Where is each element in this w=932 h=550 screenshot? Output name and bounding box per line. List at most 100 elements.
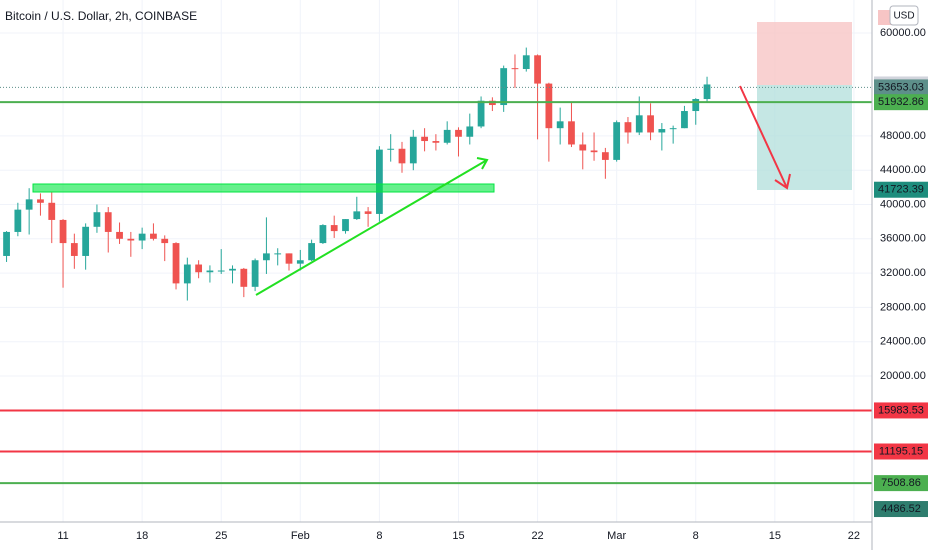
y-tick-label: 44000.00 xyxy=(880,164,926,176)
candle-body xyxy=(556,121,564,129)
price-label: 4486.52 xyxy=(881,503,921,515)
candle-body xyxy=(70,243,78,256)
price-label-box xyxy=(874,181,928,198)
x-tick-label: 8 xyxy=(376,530,382,542)
candle-body xyxy=(545,83,553,129)
candle-body xyxy=(172,243,180,284)
candle-body xyxy=(296,260,304,264)
candle-body xyxy=(703,84,711,100)
candle-body xyxy=(534,55,541,84)
x-tick-label: 11 xyxy=(57,530,68,542)
price-label-box xyxy=(874,94,928,111)
price-label-box xyxy=(874,402,928,419)
x-tick-label: 15 xyxy=(769,530,781,542)
price-label-box xyxy=(874,443,928,460)
candle-body xyxy=(579,144,587,151)
candle-body xyxy=(477,100,485,127)
price-label: 51932.86 xyxy=(878,96,924,108)
candle-body xyxy=(342,219,349,232)
candle-body xyxy=(37,199,44,203)
y-tick-label: 28000.00 xyxy=(880,301,926,313)
candle-body xyxy=(229,268,236,271)
x-tick-label: 15 xyxy=(452,530,464,542)
candle-body xyxy=(692,99,700,112)
candle-body xyxy=(658,129,666,133)
candle-body xyxy=(601,152,609,160)
candle-body xyxy=(116,231,123,239)
candle-body xyxy=(217,270,225,272)
candle-body xyxy=(308,243,315,261)
candle-body xyxy=(14,209,22,232)
candle-body xyxy=(364,211,372,214)
candle-body xyxy=(590,150,598,153)
candle-body xyxy=(568,121,575,145)
y-tick-label: 60000.00 xyxy=(880,27,926,39)
target-zone xyxy=(757,85,852,190)
candle-body xyxy=(161,238,169,244)
candle-body xyxy=(263,253,270,261)
candle-body xyxy=(319,225,327,244)
candle-body xyxy=(3,231,10,256)
candle-body xyxy=(500,68,508,106)
x-tick-label: Mar xyxy=(607,530,626,542)
currency-label[interactable]: USD xyxy=(893,11,914,22)
candle-body xyxy=(511,68,519,70)
candle-body xyxy=(387,148,395,150)
price-label: 53653.03 xyxy=(878,81,924,93)
candle-body xyxy=(432,141,440,143)
candle-body xyxy=(48,202,56,220)
candle-body xyxy=(138,233,146,241)
price-label: 41723.39 xyxy=(878,184,924,196)
candle-body xyxy=(183,264,191,284)
candle-body xyxy=(466,126,474,137)
support-zone xyxy=(32,183,495,193)
candle-body xyxy=(455,129,462,137)
trend-arrow xyxy=(255,157,489,296)
candle-body xyxy=(82,226,90,256)
candle-body xyxy=(195,264,203,273)
y-tick-label: 20000.00 xyxy=(880,370,926,382)
candle-body xyxy=(330,225,338,232)
x-tick-label: 8 xyxy=(693,530,699,542)
x-tick-label: 22 xyxy=(848,530,860,542)
candles xyxy=(3,47,711,301)
price-label: 7508.86 xyxy=(881,477,921,489)
candle-body xyxy=(421,136,428,142)
x-tick-label: 22 xyxy=(531,530,543,542)
candle-body xyxy=(647,115,654,133)
y-tick-label: 48000.00 xyxy=(880,130,926,142)
candle-body xyxy=(25,199,33,210)
candle-body xyxy=(398,148,406,164)
candle-body xyxy=(376,149,383,214)
candle-body xyxy=(240,268,248,287)
candle-body xyxy=(613,122,621,160)
candle-body xyxy=(285,253,293,264)
candle-body xyxy=(624,122,632,133)
y-tick-label: 24000.00 xyxy=(880,336,926,348)
candle-body xyxy=(353,211,361,220)
price-labels: 53996.4853653.0312:2151932.8641723.39159… xyxy=(874,76,928,518)
down-arrow xyxy=(739,85,791,190)
axes: 60000.00 48000.00 44000.00 40000.00 36000.00… xyxy=(57,27,926,542)
y-tick-label: 32000.00 xyxy=(880,267,926,279)
price-label-box xyxy=(874,475,928,492)
candle-body xyxy=(274,253,282,255)
candle-body xyxy=(206,270,214,273)
candle-body xyxy=(409,136,417,164)
x-tick-label: Feb xyxy=(291,530,310,542)
chart-title: Bitcoin / U.S. Dollar, 2h, COINBASE xyxy=(5,9,197,23)
y-tick-label: 40000.00 xyxy=(880,198,926,210)
price-lines xyxy=(0,86,872,485)
candle-body xyxy=(150,233,157,239)
candle-body xyxy=(681,111,688,129)
candle-body xyxy=(669,128,677,130)
price-label-box xyxy=(874,501,928,518)
candle-body xyxy=(522,55,530,70)
stop-zone xyxy=(757,22,852,85)
price-label: 11195.15 xyxy=(879,445,923,457)
y-tick-label: 36000.00 xyxy=(880,233,926,245)
currency-button[interactable] xyxy=(889,5,919,26)
x-tick-label: 25 xyxy=(215,530,227,542)
candle-body xyxy=(251,260,259,287)
